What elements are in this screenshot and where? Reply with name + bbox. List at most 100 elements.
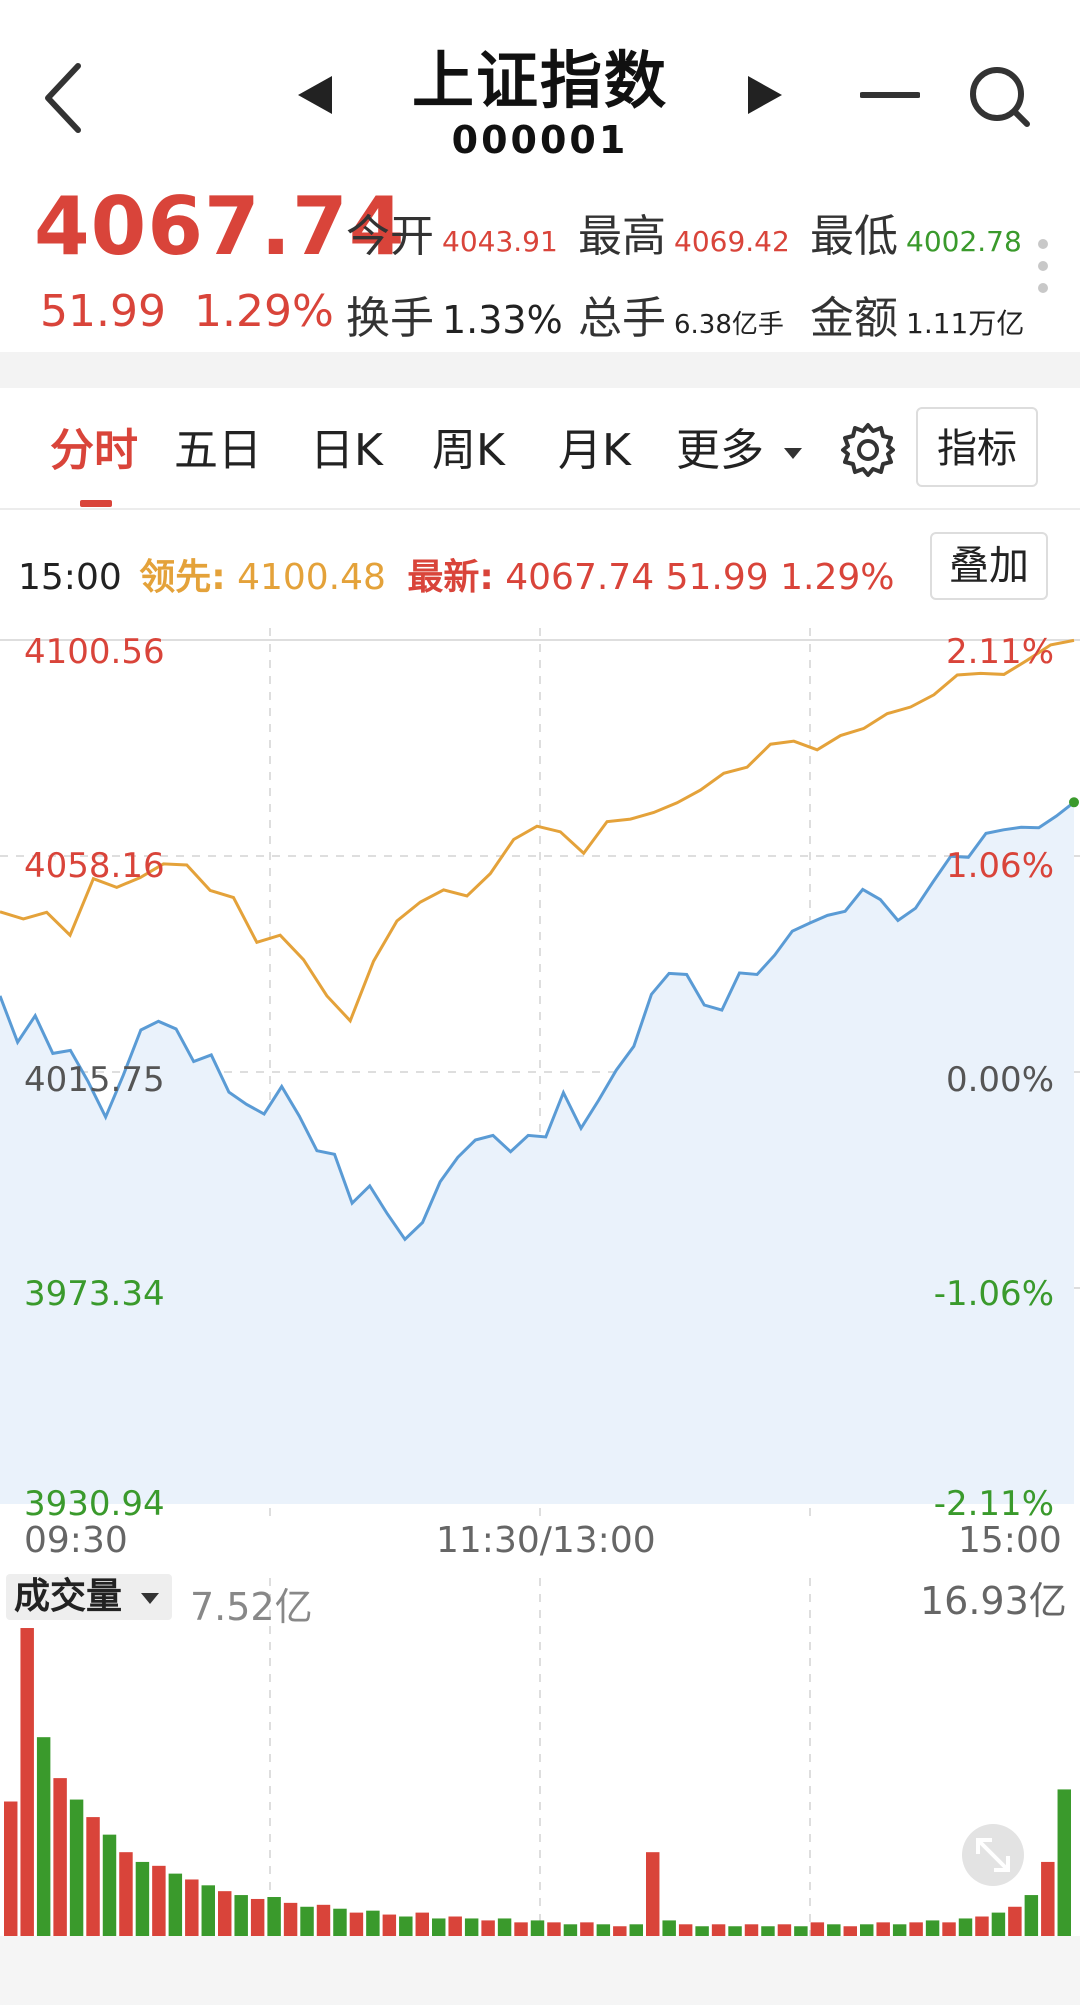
stat-label: 换手 xyxy=(346,293,434,344)
price-change: 51.99 1.29% xyxy=(40,286,334,337)
lead-value: 4100.48 xyxy=(237,557,386,598)
volume-bar xyxy=(1024,1895,1039,1936)
volume-bar xyxy=(547,1922,561,1936)
volume-bar xyxy=(925,1920,940,1936)
last-price-dot xyxy=(1069,797,1079,808)
volume-bar xyxy=(20,1628,34,1936)
volume-bar xyxy=(843,1926,857,1936)
volume-bar xyxy=(596,1924,611,1936)
volume-bar xyxy=(909,1922,923,1936)
stat-label: 金额 xyxy=(810,293,898,344)
indicator-button[interactable]: 指标 xyxy=(916,407,1038,487)
next-stock-button[interactable] xyxy=(740,70,790,120)
tab-more-label: 更多 xyxy=(676,425,764,476)
settings-button[interactable] xyxy=(838,420,898,480)
stat-high: 最高 4069.42 xyxy=(578,200,790,264)
volume-bar xyxy=(1008,1906,1022,1936)
volume-bar xyxy=(991,1912,1006,1936)
volume-bar xyxy=(777,1924,792,1936)
volume-bar xyxy=(135,1861,150,1936)
previous-stock-button[interactable] xyxy=(290,70,340,120)
tab-daily-k[interactable]: 日K xyxy=(310,425,383,476)
expand-icon xyxy=(976,1838,1010,1872)
current-volume: 7.52亿 xyxy=(190,1585,313,1629)
volume-bar xyxy=(580,1922,594,1936)
volume-bar xyxy=(678,1924,693,1936)
volume-bar xyxy=(530,1920,545,1936)
volume-bar xyxy=(761,1926,775,1936)
volume-bar xyxy=(333,1908,347,1936)
y-tick-label-left: 3973.34 xyxy=(24,1274,165,1314)
change-percent: 1.29% xyxy=(193,286,334,337)
volume-bar xyxy=(892,1924,907,1936)
volume-bar xyxy=(810,1922,825,1936)
volume-bar xyxy=(876,1922,890,1936)
volume-indicator-selector[interactable]: 成交量 xyxy=(6,1574,172,1620)
volume-bar xyxy=(399,1916,413,1936)
price-line xyxy=(0,801,1075,1242)
back-button[interactable] xyxy=(40,58,90,138)
volume-bar xyxy=(1057,1789,1071,1936)
triangle-left-icon xyxy=(298,76,332,114)
volume-bar xyxy=(316,1904,331,1936)
latest-change: 51.99 xyxy=(665,557,769,598)
volume-bar xyxy=(201,1885,215,1936)
volume-bar xyxy=(613,1926,627,1936)
volume-bar xyxy=(744,1924,759,1936)
stock-name: 上证指数 xyxy=(411,44,668,117)
volume-chart[interactable] xyxy=(0,1578,1080,1936)
intraday-chart[interactable]: 4100.56 4058.16 4015.75 3973.34 3930.94 … xyxy=(0,628,1080,1520)
volume-bar xyxy=(218,1891,232,1936)
y-tick-label-right: 1.06% xyxy=(946,846,1054,886)
volume-bar xyxy=(234,1895,248,1936)
volume-bar xyxy=(975,1916,989,1936)
expand-button[interactable] xyxy=(962,1824,1024,1886)
y-tick-label-right: -1.06% xyxy=(934,1274,1054,1314)
latest-label: 最新: xyxy=(407,557,494,598)
volume-bar xyxy=(794,1926,808,1936)
stat-value: 1.11万亿 xyxy=(906,307,1025,340)
overlay-button[interactable]: 叠加 xyxy=(930,532,1048,600)
tab-five-day[interactable]: 五日 xyxy=(174,425,262,476)
remove-watchlist-button[interactable] xyxy=(859,70,921,120)
volume-bar xyxy=(152,1865,166,1936)
tab-more[interactable]: 更多 xyxy=(676,414,804,478)
more-options-button[interactable] xyxy=(1036,236,1050,296)
volume-bar xyxy=(36,1737,51,1936)
volume-bar xyxy=(448,1916,462,1936)
volume-bar xyxy=(1041,1861,1055,1936)
volume-bar xyxy=(168,1873,183,1936)
tab-weekly-k[interactable]: 周K xyxy=(432,425,505,476)
triangle-right-icon xyxy=(748,76,782,114)
volume-bar xyxy=(958,1918,973,1936)
volume-bar xyxy=(300,1906,314,1936)
volume-bar xyxy=(695,1926,709,1936)
y-tick-label-left: 3930.94 xyxy=(24,1484,165,1520)
stat-open: 今开 4043.91 xyxy=(346,200,558,264)
y-tick-label-right: 2.11% xyxy=(946,632,1054,672)
volume-bar xyxy=(860,1924,874,1936)
lead-label: 领先: xyxy=(139,557,226,598)
y-tick-label-left: 4058.16 xyxy=(24,846,165,886)
volume-bar xyxy=(497,1918,512,1936)
stat-label: 总手 xyxy=(578,293,666,344)
latest-percent: 1.29% xyxy=(780,557,895,598)
stat-value: 4002.78 xyxy=(906,225,1022,258)
volume-bar xyxy=(69,1799,84,1936)
stat-value: 6.38亿手 xyxy=(674,310,784,340)
volume-bar xyxy=(267,1897,281,1936)
volume-bar xyxy=(415,1912,429,1936)
search-button[interactable] xyxy=(965,62,1035,132)
volume-bar xyxy=(464,1918,479,1936)
gear-icon xyxy=(841,423,895,477)
volume-bar xyxy=(728,1926,742,1936)
tab-intraday[interactable]: 分时 xyxy=(50,425,138,476)
change-amount: 51.99 xyxy=(40,286,166,337)
volume-bar xyxy=(349,1912,364,1936)
stat-value: 1.33% xyxy=(442,298,563,342)
max-volume: 16.93亿 xyxy=(920,1579,1067,1623)
volume-bar xyxy=(827,1924,841,1936)
y-tick-label-right: -2.11% xyxy=(934,1484,1054,1520)
tab-monthly-k[interactable]: 月K xyxy=(558,425,631,476)
time-axis: 09:30 11:30/13:00 15:00 xyxy=(0,1520,1080,1570)
